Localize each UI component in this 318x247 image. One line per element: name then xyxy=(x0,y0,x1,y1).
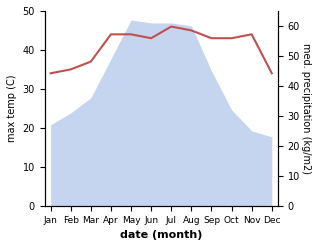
X-axis label: date (month): date (month) xyxy=(120,230,203,240)
Y-axis label: med. precipitation (kg/m2): med. precipitation (kg/m2) xyxy=(301,43,311,174)
Y-axis label: max temp (C): max temp (C) xyxy=(7,75,17,142)
